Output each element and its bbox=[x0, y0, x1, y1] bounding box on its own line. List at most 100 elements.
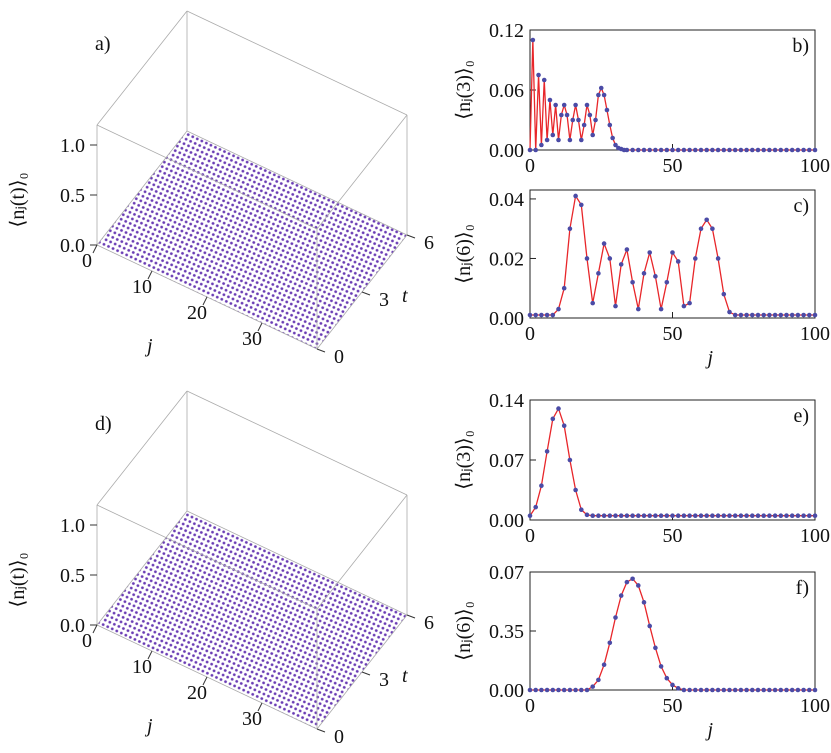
data-point bbox=[693, 687, 698, 693]
z-axis-label: ⟨nⱼ(t)⟩₀ bbox=[7, 172, 29, 227]
data-point bbox=[801, 147, 806, 153]
data-point bbox=[567, 457, 573, 463]
data-point bbox=[567, 226, 573, 231]
surface bbox=[97, 131, 407, 349]
data-point bbox=[710, 147, 715, 153]
data-point bbox=[727, 309, 732, 315]
data-point bbox=[772, 687, 778, 693]
data-point bbox=[624, 147, 630, 153]
x-tick bbox=[202, 676, 208, 686]
data-point bbox=[584, 102, 590, 108]
x-tick-label: 100 bbox=[800, 323, 830, 345]
panel-label: a) bbox=[95, 33, 111, 55]
data-point bbox=[561, 687, 567, 693]
data-point bbox=[795, 312, 801, 318]
data-line bbox=[529, 406, 815, 517]
data-point bbox=[533, 147, 538, 153]
y-tick bbox=[361, 671, 371, 676]
y-tick-label: 6 bbox=[424, 612, 434, 634]
y-axis-label: ⟨nⱼ(3)⟩₀ bbox=[453, 60, 475, 119]
y-tick-label: 3 bbox=[379, 289, 389, 311]
data-point bbox=[738, 312, 744, 318]
data-point bbox=[664, 675, 670, 681]
x-tick bbox=[257, 322, 263, 332]
box-edge bbox=[96, 124, 318, 230]
data-point bbox=[556, 687, 561, 693]
data-point bbox=[807, 147, 812, 153]
data-point bbox=[687, 300, 692, 306]
box-edge bbox=[96, 504, 318, 610]
panel-label: b) bbox=[792, 35, 809, 57]
plot-frame bbox=[529, 399, 816, 521]
data-point bbox=[576, 117, 581, 123]
data-point bbox=[761, 513, 766, 519]
data-point bbox=[533, 687, 538, 693]
y-tick-label: 0.00 bbox=[489, 680, 524, 702]
data-point bbox=[601, 513, 607, 519]
data-point bbox=[658, 306, 664, 312]
data-point bbox=[710, 513, 715, 519]
y-tick bbox=[406, 614, 416, 619]
data-point bbox=[590, 513, 595, 519]
data-point bbox=[772, 147, 778, 153]
data-point bbox=[618, 593, 624, 598]
data-point bbox=[624, 513, 630, 519]
data-point bbox=[693, 256, 698, 261]
data-point bbox=[550, 132, 556, 138]
data-point bbox=[596, 513, 601, 519]
data-point bbox=[801, 687, 806, 693]
data-point bbox=[539, 483, 544, 489]
data-point bbox=[687, 147, 692, 153]
data-point bbox=[772, 312, 778, 318]
data-point bbox=[647, 147, 652, 153]
data-point bbox=[579, 202, 584, 208]
y-tick bbox=[316, 728, 326, 733]
data-point bbox=[579, 507, 584, 513]
z-tick-label: 0.0 bbox=[60, 615, 85, 637]
data-point bbox=[550, 312, 556, 318]
data-point bbox=[778, 687, 784, 693]
data-point bbox=[715, 687, 721, 693]
data-point bbox=[795, 513, 801, 519]
x-tick-label: 50 bbox=[663, 155, 683, 177]
data-point bbox=[527, 312, 533, 318]
y-axis-label: t bbox=[402, 285, 408, 307]
data-point bbox=[750, 312, 755, 318]
data-point bbox=[738, 687, 744, 693]
data-point bbox=[630, 513, 635, 519]
data-point bbox=[624, 579, 630, 585]
data-point bbox=[801, 312, 806, 318]
data-point bbox=[544, 312, 550, 318]
box-edge bbox=[316, 114, 408, 230]
data-point bbox=[738, 147, 744, 153]
data-point bbox=[744, 687, 749, 693]
data-point bbox=[761, 147, 766, 153]
data-point bbox=[675, 147, 681, 153]
data-point bbox=[550, 687, 556, 693]
data-point bbox=[784, 513, 789, 519]
data-point bbox=[567, 137, 573, 143]
data-point bbox=[710, 687, 715, 693]
data-point bbox=[744, 147, 749, 153]
data-point bbox=[767, 513, 772, 519]
data-point bbox=[715, 256, 721, 261]
data-point bbox=[670, 147, 675, 153]
data-point bbox=[630, 147, 635, 153]
data-point bbox=[681, 513, 687, 519]
x-tick-label: 0 bbox=[82, 250, 92, 272]
data-point bbox=[593, 117, 598, 123]
data-point bbox=[636, 306, 641, 312]
data-point bbox=[664, 147, 670, 153]
data-point bbox=[721, 147, 727, 153]
x-tick bbox=[147, 650, 153, 660]
data-point bbox=[681, 147, 687, 153]
data-point bbox=[584, 256, 590, 261]
data-point bbox=[670, 250, 675, 255]
data-point bbox=[698, 226, 704, 231]
y-tick-label: 0.00 bbox=[489, 510, 524, 532]
data-point bbox=[693, 513, 698, 519]
data-point bbox=[613, 303, 618, 309]
y-tick-label: 3 bbox=[379, 669, 389, 691]
panel-label: c) bbox=[793, 195, 809, 217]
data-point bbox=[778, 513, 784, 519]
